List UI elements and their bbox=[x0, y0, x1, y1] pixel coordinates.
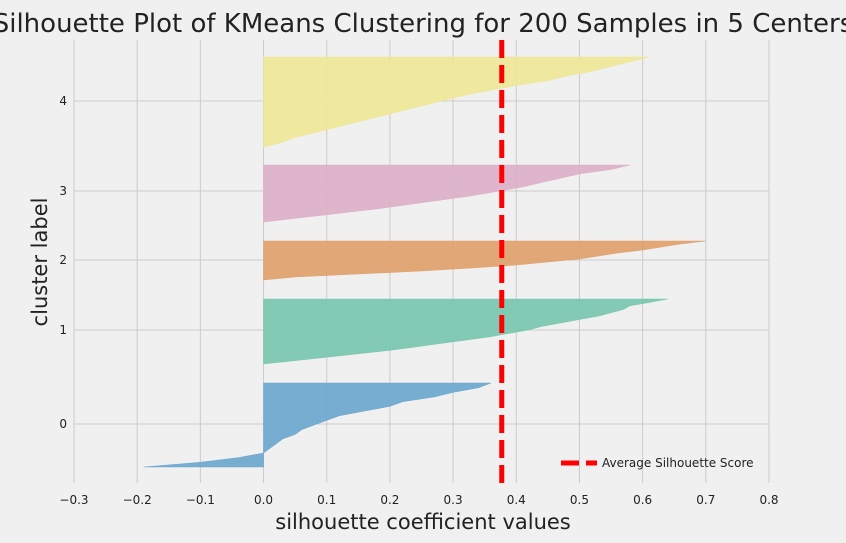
x-tick-label: 0.3 bbox=[444, 493, 463, 507]
legend-label: Average Silhouette Score bbox=[602, 456, 754, 470]
y-tick-label: 4 bbox=[59, 94, 67, 108]
cluster-4-silhouette bbox=[263, 56, 650, 148]
cluster-silhouettes bbox=[143, 56, 706, 468]
x-tick-label: 0.8 bbox=[759, 493, 778, 507]
x-tick-label: 0.2 bbox=[380, 493, 399, 507]
x-tick-label: 0.7 bbox=[696, 493, 715, 507]
y-tick-label: 2 bbox=[59, 253, 67, 267]
cluster-1-silhouette bbox=[263, 298, 668, 365]
chart-title: Silhouette Plot of KMeans Clustering for… bbox=[0, 9, 846, 39]
x-grid bbox=[73, 40, 770, 483]
x-tick-label: 0.1 bbox=[317, 493, 336, 507]
x-tick-label: 0.5 bbox=[570, 493, 589, 507]
legend: Average Silhouette Score bbox=[561, 456, 754, 470]
x-tick-label: 0.6 bbox=[633, 493, 652, 507]
x-tick-label: −0.2 bbox=[123, 493, 152, 507]
y-tick-label: 3 bbox=[59, 184, 67, 198]
y-tick-label: 1 bbox=[59, 323, 67, 337]
y-tick-label: 0 bbox=[59, 417, 67, 431]
x-tick-label: −0.1 bbox=[186, 493, 215, 507]
x-ticks: −0.3 −0.2 −0.1 0.0 0.1 0.2 0.3 0.4 0.5 0.6 0.7 0.8 bbox=[59, 493, 778, 507]
cluster-2-silhouette bbox=[263, 240, 706, 281]
y-ticks: 0 1 2 3 4 bbox=[59, 94, 67, 431]
cluster-3-silhouette bbox=[263, 164, 631, 223]
x-tick-label: 0.0 bbox=[254, 493, 273, 507]
y-axis-label: cluster label bbox=[28, 198, 52, 327]
x-tick-label: 0.4 bbox=[507, 493, 526, 507]
x-tick-label: −0.3 bbox=[59, 493, 88, 507]
cluster-0-silhouette bbox=[143, 382, 492, 468]
x-axis-label: silhouette coefficient values bbox=[275, 510, 571, 534]
